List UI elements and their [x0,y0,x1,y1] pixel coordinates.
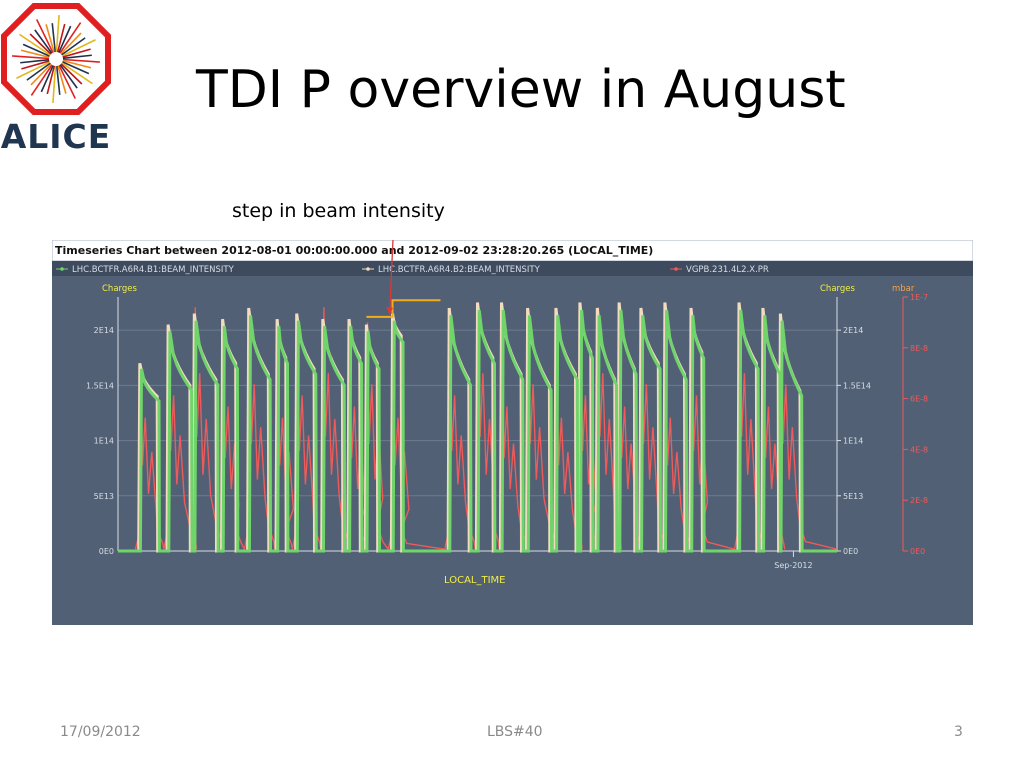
pressure-tick-label: 6E-8 [910,395,928,404]
y-tick-label-left: 5E13 [94,492,114,501]
logo-ray [30,64,53,96]
logo-ray [57,65,67,94]
logo-ray [21,60,50,70]
logo-ray [16,61,51,80]
logo-ray [46,65,56,95]
logo-ray [45,24,55,53]
alice-logo: ALICE [0,0,112,156]
footer-center-label: LBS#40 [487,724,543,740]
y-tick-label-left: 0E0 [99,547,114,556]
pressure-tick-label: 8E-8 [910,344,928,353]
annotation-arrow-line [388,227,395,315]
x-axis-title: LOCAL_TIME [444,575,505,586]
logo-ray [61,62,93,85]
chart-annotation [366,227,441,318]
slide-title: TDI P overview in August [196,60,846,120]
logo-ray [62,54,92,60]
logo-ray [61,37,86,56]
series-beam-b1 [118,309,837,553]
legend-item-vacuum: VGPB.231.4L2.X.PR [686,265,769,275]
x-tick-label: Sep-2012 [774,561,812,570]
chart-series [118,302,838,553]
legend: LHC.BCTFR.A6R4.B1:BEAM_INTENSITY LHC.BCT… [56,265,769,275]
logo-ray [29,33,52,55]
logo-ray [34,29,53,54]
logo-ray [55,15,60,53]
y-tick-label-right: 5E13 [843,492,863,501]
logo-ray [61,38,96,57]
annotation-arrow-head [386,306,393,315]
y-tick-label-right: 2E14 [843,326,863,335]
legend-bar [52,261,973,276]
logo-ray [40,65,54,93]
logo-ray [26,62,51,81]
logo-ray [55,65,61,95]
logo-ray [52,65,57,103]
logo-ray [60,32,82,55]
logo-ray [22,43,50,57]
logo-ray [58,25,72,53]
y-axis-left-title: Charges [102,284,138,294]
pressure-tick-label: 2E-8 [910,496,928,505]
y-tick-label-right: 0E0 [843,547,858,556]
legend-item-b2: LHC.BCTFR.A6R4.B2:BEAM_INTENSITY [378,265,541,275]
logo-ray [56,23,66,53]
y-axis-right-pressure-title: mbar [892,284,915,294]
footer-date: 17/09/2012 [60,724,141,740]
pressure-tick-label: 4E-8 [910,445,928,454]
pressure-tick-label: 1E-7 [910,293,928,302]
chart-title: Timeseries Chart between 2012-08-01 00:0… [55,244,653,257]
y-tick-label-right: 1.5E14 [843,381,871,390]
logo-ray [60,63,83,85]
timeseries-chart: Timeseries Chart between 2012-08-01 00:0… [51,227,974,625]
logo-ray [62,61,90,75]
logo-ray [62,58,100,63]
logo-ray [59,64,78,89]
logo-ray [20,58,50,64]
logo-ray [59,22,82,54]
logo-ray [62,48,91,58]
y-tick-label-left: 1.5E14 [86,381,114,390]
logo-text: ALICE [1,117,112,152]
alice-logo-icon: ALICE [1,3,112,156]
annotation-label: step in beam intensity [232,200,445,222]
chart-svg: Timeseries Chart between 2012-08-01 00:0… [51,227,974,625]
logo-ray [62,59,92,69]
logo-ray [19,33,51,56]
logo-ray [30,63,52,86]
logo-ray [58,64,77,99]
page-number: 3 [954,724,963,740]
y-axis-right-charges-title: Charges [820,284,856,294]
pressure-tick-label: 0E0 [910,547,925,556]
legend-item-b1: LHC.BCTFR.A6R4.B1:BEAM_INTENSITY [72,265,235,275]
y-tick-label-left: 2E14 [94,326,114,335]
y-tick-label-left: 1E14 [94,437,114,446]
y-tick-label-right: 1E14 [843,437,863,446]
logo-ray [51,23,57,53]
logo-ray [20,49,50,59]
logo-ray [35,19,54,54]
logo-ray [12,55,50,60]
